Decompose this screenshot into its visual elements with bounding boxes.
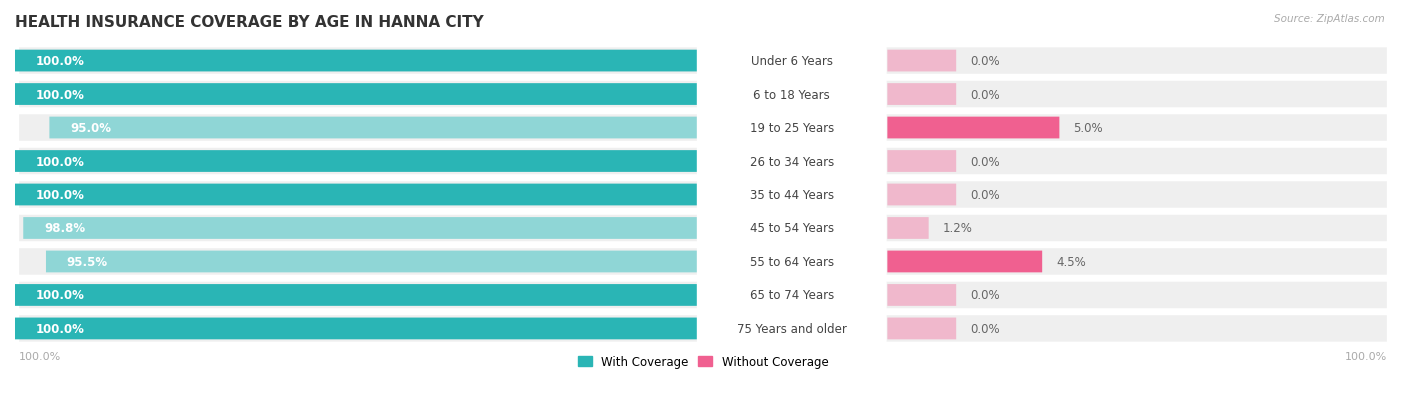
FancyBboxPatch shape [697,278,887,312]
FancyBboxPatch shape [15,50,703,72]
FancyBboxPatch shape [20,82,1386,108]
FancyBboxPatch shape [887,50,956,72]
FancyBboxPatch shape [697,312,887,345]
FancyBboxPatch shape [887,184,956,206]
Text: 0.0%: 0.0% [970,322,1000,335]
FancyBboxPatch shape [15,84,703,106]
Text: 100.0%: 100.0% [35,155,84,168]
Text: 4.5%: 4.5% [1056,255,1085,268]
Text: Under 6 Years: Under 6 Years [751,55,832,68]
FancyBboxPatch shape [20,115,1386,141]
Text: 0.0%: 0.0% [970,88,1000,101]
Text: 35 to 44 Years: 35 to 44 Years [749,189,834,202]
FancyBboxPatch shape [15,285,703,306]
FancyBboxPatch shape [887,84,956,106]
Text: 6 to 18 Years: 6 to 18 Years [754,88,830,101]
FancyBboxPatch shape [24,218,703,239]
FancyBboxPatch shape [20,48,1386,75]
Text: HEALTH INSURANCE COVERAGE BY AGE IN HANNA CITY: HEALTH INSURANCE COVERAGE BY AGE IN HANN… [15,15,484,30]
FancyBboxPatch shape [20,249,1386,275]
FancyBboxPatch shape [887,151,956,173]
FancyBboxPatch shape [697,78,887,112]
Text: 100.0%: 100.0% [1344,351,1386,361]
FancyBboxPatch shape [20,148,1386,175]
Text: Source: ZipAtlas.com: Source: ZipAtlas.com [1274,14,1385,24]
Text: 0.0%: 0.0% [970,155,1000,168]
Text: 100.0%: 100.0% [35,322,84,335]
Text: 100.0%: 100.0% [35,88,84,101]
Text: 19 to 25 Years: 19 to 25 Years [749,122,834,135]
Text: 100.0%: 100.0% [35,289,84,302]
Text: 0.0%: 0.0% [970,55,1000,68]
FancyBboxPatch shape [20,282,1386,309]
FancyBboxPatch shape [697,45,887,78]
FancyBboxPatch shape [887,218,929,239]
FancyBboxPatch shape [20,215,1386,242]
FancyBboxPatch shape [697,212,887,245]
FancyBboxPatch shape [20,316,1386,342]
FancyBboxPatch shape [15,151,703,173]
FancyBboxPatch shape [697,112,887,145]
Text: 0.0%: 0.0% [970,189,1000,202]
Text: 100.0%: 100.0% [20,351,62,361]
Legend: With Coverage, Without Coverage: With Coverage, Without Coverage [572,351,834,373]
FancyBboxPatch shape [46,251,703,273]
Text: 0.0%: 0.0% [970,289,1000,302]
Text: 45 to 54 Years: 45 to 54 Years [749,222,834,235]
FancyBboxPatch shape [49,117,703,139]
Text: 100.0%: 100.0% [35,55,84,68]
Text: 95.5%: 95.5% [66,255,108,268]
FancyBboxPatch shape [887,318,956,339]
Text: 55 to 64 Years: 55 to 64 Years [749,255,834,268]
FancyBboxPatch shape [887,285,956,306]
FancyBboxPatch shape [697,245,887,278]
Text: 75 Years and older: 75 Years and older [737,322,846,335]
FancyBboxPatch shape [887,117,1059,139]
Text: 1.2%: 1.2% [942,222,973,235]
FancyBboxPatch shape [887,251,1042,273]
FancyBboxPatch shape [697,178,887,212]
FancyBboxPatch shape [20,182,1386,208]
Text: 65 to 74 Years: 65 to 74 Years [749,289,834,302]
Text: 5.0%: 5.0% [1073,122,1102,135]
Text: 100.0%: 100.0% [35,189,84,202]
FancyBboxPatch shape [15,184,703,206]
Text: 26 to 34 Years: 26 to 34 Years [749,155,834,168]
Text: 98.8%: 98.8% [44,222,84,235]
FancyBboxPatch shape [15,318,703,339]
FancyBboxPatch shape [697,145,887,178]
Text: 95.0%: 95.0% [70,122,111,135]
